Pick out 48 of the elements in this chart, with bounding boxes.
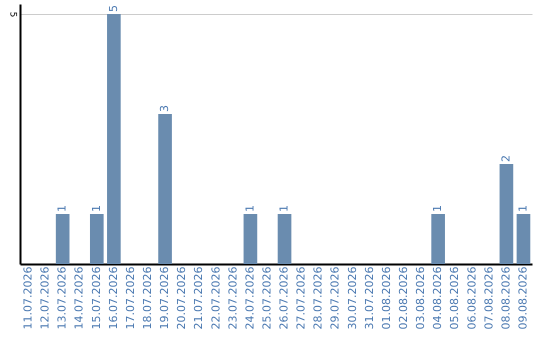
data-label: 1: [516, 205, 530, 212]
x-tick-label: 07.08.2026: [482, 266, 496, 330]
x-tick-label: 19.07.2026: [158, 266, 172, 330]
x-tick-label: 28.07.2026: [312, 266, 325, 330]
x-tick-label: 17.07.2026: [124, 266, 137, 330]
data-label: 5: [106, 5, 120, 12]
bar: [158, 114, 172, 264]
data-label: 1: [243, 205, 256, 212]
x-tick-label: 24.07.2026: [243, 266, 256, 330]
bar: [516, 214, 530, 264]
bar: [278, 214, 292, 264]
data-label: 1: [278, 205, 291, 212]
bar: [500, 164, 514, 264]
x-tick-label: 06.08.2026: [465, 266, 478, 330]
x-tick-label: 05.08.2026: [448, 266, 462, 330]
data-label: 2: [499, 155, 512, 162]
x-tick-label: 02.08.2026: [397, 266, 410, 330]
bar: [90, 214, 104, 264]
x-tick-label: 11.07.2026: [22, 266, 35, 330]
x-tick-label: 20.07.2026: [175, 266, 188, 330]
x-tick-label: 22.07.2026: [209, 266, 222, 330]
x-tick-label: 30.07.2026: [346, 266, 359, 330]
x-tick-label: 14.07.2026: [72, 266, 86, 330]
data-label: 1: [56, 205, 69, 212]
data-label: 1: [90, 205, 103, 212]
data-label: 3: [158, 105, 172, 112]
bar: [107, 14, 121, 264]
x-tick-label: 26.07.2026: [278, 266, 291, 330]
bar: [244, 214, 258, 264]
x-tick-label: 12.07.2026: [38, 266, 52, 330]
x-tick-label: 27.07.2026: [294, 266, 308, 330]
x-tick-label: 09.08.2026: [516, 266, 530, 330]
x-tick-label: 31.07.2026: [362, 266, 376, 330]
x-tick-label: 08.08.2026: [499, 266, 512, 330]
x-tick-label: 04.08.2026: [431, 266, 444, 330]
x-tick-label: 13.07.2026: [56, 266, 69, 330]
x-tick-label: 21.07.2026: [192, 266, 206, 330]
bar: [431, 214, 445, 264]
x-tick-label: 25.07.2026: [260, 266, 274, 330]
x-tick-label: 03.08.2026: [414, 266, 428, 330]
x-tick-label: 29.07.2026: [328, 266, 342, 330]
x-tick-label: 23.07.2026: [226, 266, 240, 330]
x-tick-label: 01.08.2026: [380, 266, 393, 330]
x-tick-label: 18.07.2026: [141, 266, 154, 330]
x-tick-label: 16.07.2026: [106, 266, 120, 330]
bar: [56, 214, 70, 264]
data-label: 1: [431, 205, 444, 212]
x-tick-label: 15.07.2026: [90, 266, 103, 330]
